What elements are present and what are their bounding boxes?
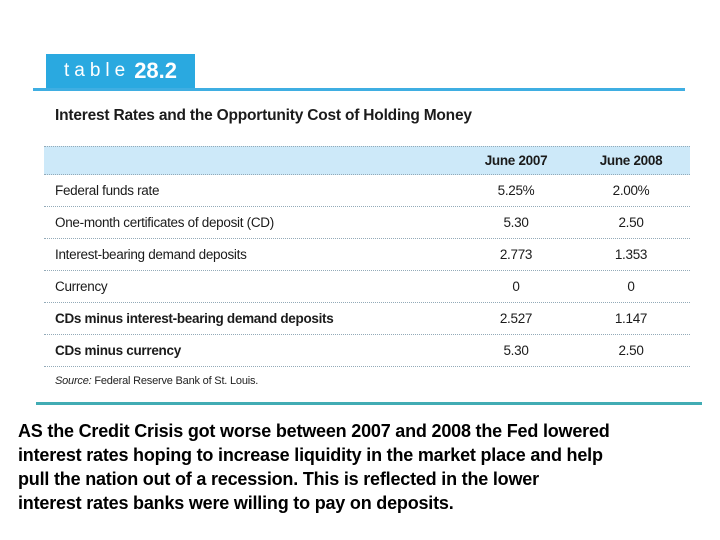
row-value-2007: 2.527: [499, 311, 533, 326]
caption-line: interest rates banks were willing to pay…: [18, 493, 454, 513]
row-value-2008: 1.147: [614, 311, 648, 326]
table-title: Interest Rates and the Opportunity Cost …: [55, 107, 472, 124]
table-row: Currency 0 0: [44, 271, 690, 303]
table-row: Interest-bearing demand deposits 2.773 1…: [44, 239, 690, 271]
column-header-june-2008: June 2008: [599, 153, 663, 168]
row-value-2008: 2.00%: [612, 183, 650, 198]
caption-line: AS the Credit Crisis got worse between 2…: [18, 421, 610, 441]
row-value-2008: 2.50: [618, 215, 644, 230]
table-row: CDs minus interest-bearing demand deposi…: [44, 303, 690, 335]
row-label: One-month certificates of deposit (CD): [55, 215, 274, 230]
header-rule: [33, 88, 685, 91]
source-label: Source:: [55, 375, 92, 387]
row-value-2007: 5.30: [503, 343, 529, 358]
table-row: One-month certificates of deposit (CD) 5…: [44, 207, 690, 239]
row-label: Federal funds rate: [55, 183, 160, 198]
table-number-tab: table 28.2: [46, 54, 195, 88]
source-note: Source: Federal Reserve Bank of St. Loui…: [44, 367, 690, 387]
table-row: Federal funds rate 5.25% 2.00%: [44, 175, 690, 207]
row-value-2008: 1.353: [614, 247, 648, 262]
table-row: CDs minus currency 5.30 2.50: [44, 335, 690, 367]
caption-line: interest rates hoping to increase liquid…: [18, 445, 603, 465]
table-header-row: June 2007 June 2008: [44, 146, 690, 175]
row-label: Currency: [55, 279, 108, 294]
tab-word-label: table: [63, 60, 131, 81]
column-header-june-2007: June 2007: [484, 153, 548, 168]
row-label: Interest-bearing demand deposits: [55, 247, 247, 262]
row-value-2008: 0: [627, 279, 635, 294]
row-value-2007: 0: [512, 279, 520, 294]
caption-line: pull the nation out of a recession. This…: [18, 469, 539, 489]
tab-number-label: 28.2: [134, 58, 178, 83]
row-value-2007: 5.25%: [497, 183, 535, 198]
row-label: CDs minus interest-bearing demand deposi…: [55, 311, 334, 326]
source-text: Federal Reserve Bank of St. Louis.: [94, 375, 259, 387]
row-value-2007: 2.773: [499, 247, 533, 262]
table-panel: Interest Rates and the Opportunity Cost …: [44, 106, 690, 387]
row-label: CDs minus currency: [55, 343, 181, 358]
caption-paragraph: AS the Credit Crisis got worse between 2…: [18, 419, 716, 515]
divider-rule: [36, 402, 702, 405]
row-value-2007: 5.30: [503, 215, 529, 230]
row-value-2008: 2.50: [618, 343, 644, 358]
